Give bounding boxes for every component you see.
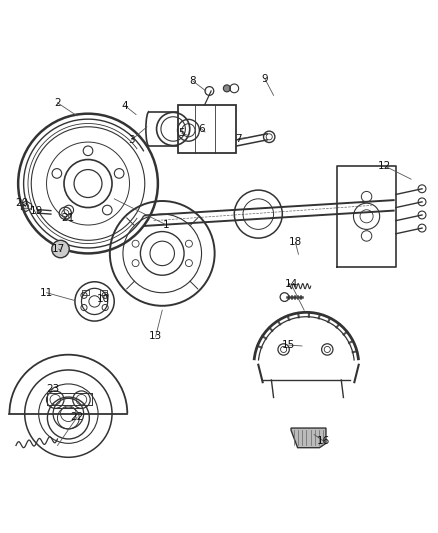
Text: 1: 1 xyxy=(163,220,170,230)
Text: 9: 9 xyxy=(261,74,268,84)
Text: 20: 20 xyxy=(15,198,28,208)
Text: 18: 18 xyxy=(289,238,302,247)
Text: 23: 23 xyxy=(46,384,60,394)
Text: 14: 14 xyxy=(284,279,298,289)
Polygon shape xyxy=(291,428,326,448)
Text: 5: 5 xyxy=(179,128,185,139)
Text: 12: 12 xyxy=(378,161,392,171)
Text: 17: 17 xyxy=(52,244,65,254)
Text: 8: 8 xyxy=(190,76,196,86)
Text: 22: 22 xyxy=(71,412,84,422)
Text: 19: 19 xyxy=(30,206,43,216)
Circle shape xyxy=(52,240,69,258)
Text: 15: 15 xyxy=(282,340,296,350)
Text: 21: 21 xyxy=(62,213,75,223)
Text: 16: 16 xyxy=(317,436,330,446)
Text: 11: 11 xyxy=(40,288,53,298)
Text: 4: 4 xyxy=(122,101,128,111)
Circle shape xyxy=(223,85,230,92)
Text: 10: 10 xyxy=(97,294,110,304)
Text: 7: 7 xyxy=(235,134,242,143)
Text: 2: 2 xyxy=(54,98,61,108)
Text: 13: 13 xyxy=(149,332,162,341)
Text: 6: 6 xyxy=(198,124,205,134)
Text: 3: 3 xyxy=(128,135,135,145)
